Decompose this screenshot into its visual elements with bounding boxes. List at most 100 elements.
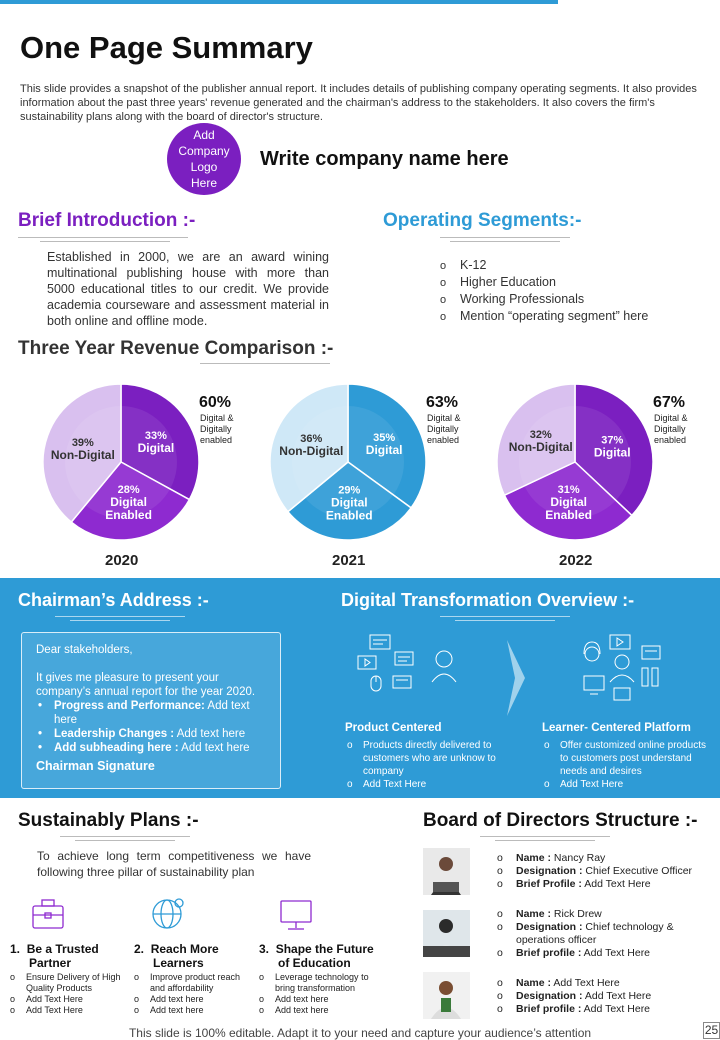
list-item: Add Text Here	[345, 778, 505, 791]
director-details: Name : Rick Drew Designation : Chief tec…	[497, 908, 707, 960]
divider	[200, 363, 330, 364]
logo-text: Company	[178, 144, 230, 158]
pie-slice	[574, 384, 654, 517]
field-label: Designation :	[516, 921, 583, 933]
list-item: K-12	[440, 257, 648, 274]
pie-slice-label: 28% Digital Enabled	[105, 484, 152, 522]
letter-item-bold: Add subheading here :	[54, 742, 179, 754]
director-name: Name : Nancy Ray	[497, 852, 692, 865]
chairman-heading: Chairman’s Address :-	[18, 590, 209, 610]
pillar-title: 3. Shape the Future of Education	[259, 942, 374, 970]
divider	[18, 237, 188, 238]
field-value: Add Text Here	[581, 878, 651, 890]
pie-slice	[503, 461, 633, 541]
pillar-title-line1: Be a Trusted	[26, 942, 99, 956]
intro-text: This slide provides a snapshot of the pu…	[20, 83, 697, 123]
monitor-icon	[280, 900, 312, 930]
callout-label: Digital & Digitally enabled	[200, 413, 234, 446]
pillar-title: 2. Reach More Learners	[134, 942, 219, 970]
divider	[440, 616, 570, 617]
divider	[495, 840, 595, 841]
callout-label-line: Digitally	[427, 424, 459, 434]
divider	[70, 620, 170, 621]
learner-centered-list: Offer customized online products to cust…	[542, 739, 717, 791]
pillar-number: 3.	[259, 942, 270, 956]
callout-label-line: Digital &	[427, 413, 461, 423]
callout-percentage: 67%	[653, 394, 686, 411]
callout-label-line: Digital &	[200, 413, 234, 423]
list-item: Mention “operating segment” here	[440, 308, 648, 325]
list-item: Add Text Here	[542, 778, 717, 791]
sustainability-text: To achieve long term competitiveness we …	[37, 849, 311, 879]
pillar-title-line1: Shape the Future	[275, 942, 374, 956]
letter-item: Leadership Changes : Add text here	[36, 727, 266, 741]
top-accent-bar	[0, 0, 558, 4]
callout-label-line: enabled	[654, 435, 687, 445]
letter-item-text: Add text here	[54, 700, 250, 726]
chairman-signature: Chairman Signature	[36, 759, 155, 773]
director-profile: Brief profile : Add Text Here	[497, 947, 707, 960]
divider	[40, 241, 170, 242]
pie-chart-2020: 33% Digital 28% Digital Enabled 39% Non-Digita…	[43, 384, 273, 574]
pie-slice	[70, 461, 191, 541]
letter-item-text: Add text here	[178, 742, 250, 754]
field-value: Add Text Here	[582, 990, 652, 1002]
revenue-heading: Three Year Revenue Comparison :-	[18, 338, 334, 359]
field-value: Chief Executive Officer	[582, 865, 693, 877]
learner-centered-title: Learner- Centered Platform	[542, 722, 691, 734]
pillar-title-line2: Learners	[153, 956, 204, 970]
field-label: Designation :	[516, 865, 583, 877]
divider	[55, 616, 185, 617]
product-centered-list: Products directly delivered to customers…	[345, 739, 505, 791]
pillar-title-line2: Partner	[29, 956, 72, 970]
pie-inner-ring	[292, 406, 404, 518]
divider	[480, 836, 610, 837]
pie-inner-ring	[519, 406, 631, 518]
pie-slice	[347, 384, 427, 509]
pie-slice-label: 39% Non-Digital	[51, 437, 115, 462]
list-item: Products directly delivered to customers…	[345, 739, 505, 778]
pie-svg: 33% Digital 28% Digital Enabled 39% Non-Digita…	[43, 384, 200, 541]
callout-label: Digital & Digitally enabled	[427, 413, 461, 446]
pie-year-label: 2020	[105, 552, 139, 569]
callout-label-line: Digital &	[654, 413, 688, 423]
logo-text: Logo	[190, 160, 218, 174]
logo-text: Add	[193, 128, 215, 142]
list-item: Ensure Delivery of High Quality Products	[10, 972, 125, 994]
pie-year-label: 2021	[332, 552, 366, 569]
pillar-title-line2: of Education	[278, 956, 351, 970]
pillar-title: 1. Be a Trusted Partner	[10, 942, 99, 970]
pillar-list: Ensure Delivery of High Quality Products…	[10, 972, 125, 1016]
briefcase-icon	[32, 899, 64, 929]
list-item: Improve product reach and affordability	[134, 972, 252, 994]
callout-label-line: Digitally	[200, 424, 232, 434]
pie-slice-label: 29% Digital Enabled	[326, 485, 373, 523]
pie-slice	[497, 384, 576, 497]
callout-label: Digital & Digitally enabled	[654, 413, 688, 446]
logo-text: Here	[190, 176, 217, 190]
divider	[75, 840, 175, 841]
sustainability-heading: Sustainably Plans :-	[18, 810, 199, 831]
callout-percentage: 63%	[426, 394, 459, 411]
director-details: Name : Nancy Ray Designation : Chief Exe…	[497, 852, 692, 891]
pillar-title-line1: Reach More	[150, 942, 219, 956]
list-item: Offer customized online products to cust…	[542, 739, 717, 778]
pie-chart-2022: 37% Digital 31% Digital Enabled 32% Non-Digita…	[497, 384, 720, 574]
divider	[60, 836, 190, 837]
divider	[450, 241, 560, 242]
pie-slice	[120, 384, 200, 501]
field-label: Brief profile :	[516, 1003, 582, 1015]
field-label: Designation :	[516, 990, 583, 1002]
pie-slice-label: 35% Digital	[366, 432, 403, 457]
director-name: Name : Add Text Here	[497, 977, 651, 990]
company-logo-placeholder[interactable]: Add Company Logo Here	[167, 123, 241, 195]
letter-item-bold: Leadership Changes :	[54, 728, 175, 740]
callout-label-line: Digitally	[654, 424, 686, 434]
list-item: Add Text Here	[10, 1005, 125, 1016]
pie-slice-label: 31% Digital Enabled	[545, 484, 592, 522]
director-designation: Designation : Chief Executive Officer	[497, 865, 692, 878]
product-centered-title: Product Centered	[345, 722, 442, 734]
list-item: Higher Education	[440, 274, 648, 291]
pie-slice-label: 36% Non-Digital	[279, 433, 343, 458]
